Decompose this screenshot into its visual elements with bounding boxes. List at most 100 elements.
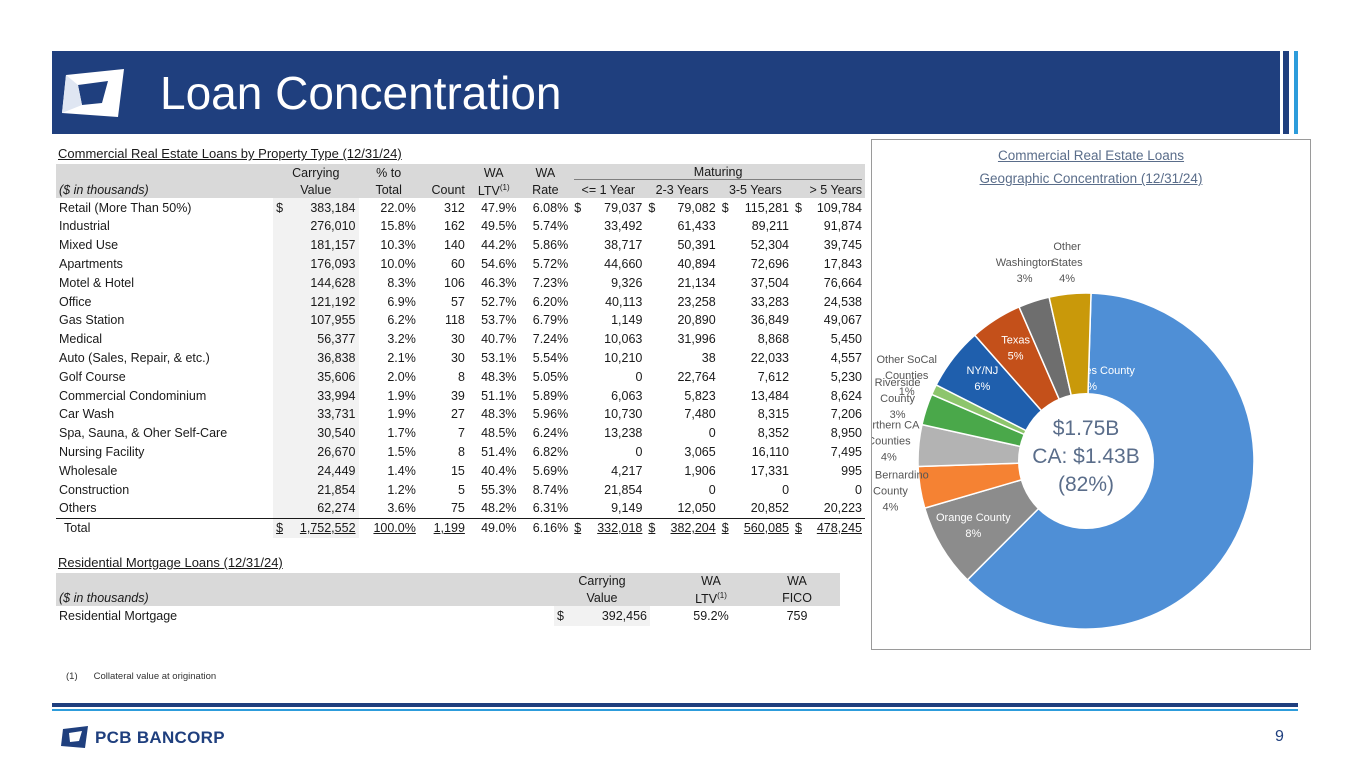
- cell-value: 0: [782, 482, 790, 497]
- cell-value: 17,331: [750, 463, 790, 478]
- cell-value: 44.2%: [481, 238, 517, 253]
- cell-value: 181,157: [273, 235, 359, 255]
- cell-value: 21,134: [677, 275, 716, 290]
- cell-value: 12,050: [677, 501, 716, 516]
- table-row: Car Wash 33,731 1.9% 27 48.3% 5.96% 10,730 7,48…: [56, 404, 865, 424]
- cell-value: 5.86%: [532, 238, 569, 253]
- cell-value: 52.7%: [481, 294, 517, 309]
- cell-value: 40.7%: [481, 332, 517, 347]
- cell-value: 27: [450, 407, 465, 422]
- cell-value: 2.0%: [387, 369, 416, 384]
- res-col-waltv-2: LTV(1): [668, 589, 754, 607]
- cell-value: 107,955: [273, 310, 359, 330]
- cell-value: 1.7%: [387, 426, 416, 441]
- total-row: Total $1,752,552 100.0% 1,199 49.0% 6.16% $332…: [56, 517, 865, 538]
- cell-value: 5,450: [830, 332, 862, 347]
- cell-value: 39,745: [823, 238, 862, 253]
- cell-value: 8,950: [830, 426, 862, 441]
- cell-value: 382,204: [670, 521, 716, 536]
- cell-value: 5,823: [684, 388, 716, 403]
- cell-value: 56,377: [273, 329, 359, 349]
- cell-value: 6.24%: [532, 426, 569, 441]
- cell-value: 6.31%: [532, 501, 569, 516]
- cell-value: 5,230: [830, 369, 862, 384]
- cell-value: 7,480: [684, 407, 716, 422]
- cell-value: 115,281: [744, 200, 790, 215]
- cell-value: 3.2%: [387, 332, 416, 347]
- pcb-logo-icon: [62, 69, 124, 117]
- cell-value: 13,484: [750, 388, 790, 403]
- cell-value: 44,660: [604, 256, 643, 271]
- row-label: Mixed Use: [59, 238, 119, 253]
- cell-value: 5.74%: [532, 219, 569, 234]
- cell-value: 121,192: [273, 292, 359, 311]
- cell-value: 10,730: [604, 407, 643, 422]
- cell-value: 7,612: [757, 369, 790, 384]
- cell-value: 40.4%: [481, 463, 517, 478]
- cell-value: 15.8%: [380, 219, 416, 234]
- cell-value: 7: [457, 426, 465, 441]
- cell-value: 51.1%: [481, 388, 517, 403]
- cell-value: 38,717: [604, 238, 643, 253]
- cell-value: 46.3%: [481, 275, 517, 290]
- footer-line: [52, 703, 1298, 707]
- res-col-carrying: Carrying: [554, 573, 650, 589]
- cell-value: 54.6%: [481, 256, 517, 271]
- table-row: Gas Station 107,955 6.2% 118 53.7% 6.79% 1,149…: [56, 310, 865, 330]
- cell-value: 30: [450, 350, 465, 365]
- table-row: Commercial Condominium 33,994 1.9% 39 51.1% 5…: [56, 386, 865, 405]
- cell-value: 6.82%: [532, 444, 569, 459]
- cell-value: 24,538: [823, 294, 862, 309]
- cell-value: 478,245: [816, 521, 862, 536]
- col-carrying-2: Value: [273, 181, 359, 199]
- table-row: Industrial 276,010 15.8% 162 49.5% 5.74% 33,49…: [56, 216, 865, 236]
- col-count: Count: [418, 181, 468, 199]
- cell-value: 1,906: [684, 463, 716, 478]
- cell-value: 0: [635, 444, 643, 459]
- cell-value: 52,304: [750, 238, 790, 253]
- cell-value: 10,063: [604, 332, 643, 347]
- cell-value: 995: [841, 463, 862, 478]
- cell-value: 276,010: [273, 216, 359, 236]
- cell-value: 7.23%: [532, 275, 569, 290]
- cell-value: 140: [444, 238, 465, 253]
- cell-value: 6.08%: [532, 200, 569, 215]
- cell-value: 72,696: [750, 256, 790, 271]
- res-col-fico: WA: [754, 573, 840, 589]
- cell-value: 8,868: [757, 332, 790, 347]
- cell-value: 22,033: [750, 350, 790, 365]
- cell-value: 30: [450, 332, 465, 347]
- col-warate-2: Rate: [519, 181, 572, 199]
- cell-value: 8.74%: [532, 482, 569, 497]
- pie-center-text: (82%): [1058, 473, 1114, 496]
- pie-label: Texas 5%: [1001, 334, 1030, 362]
- cell-value: 6.16%: [519, 517, 572, 538]
- cell-value: 49,067: [823, 313, 862, 328]
- cell-value: 10.3%: [380, 238, 416, 253]
- title-banner: Loan Concentration: [52, 51, 1280, 134]
- pie-center-text: CA: $1.43B: [1032, 445, 1139, 468]
- cell-value: 57: [450, 294, 465, 309]
- cell-value: 21,854: [604, 482, 643, 497]
- cell-value: 176,093: [273, 254, 359, 274]
- cell-value: 1.9%: [387, 388, 416, 403]
- table-row: Construction 21,854 1.2% 5 55.3% 8.74% 21,854 0…: [56, 480, 865, 499]
- cell-value: 17,843: [823, 256, 862, 271]
- col-m3: 3-5 Years: [718, 181, 793, 199]
- cell-value: 8.3%: [387, 275, 416, 290]
- row-label: Gas Station: [59, 313, 125, 328]
- cell-value: 312: [444, 200, 465, 215]
- col-m4: > 5 Years: [792, 181, 865, 199]
- table-row: Apartments 176,093 10.0% 60 54.6% 5.72% 44,660…: [56, 254, 865, 274]
- cell-value: 23,258: [677, 294, 716, 309]
- cell-value: 30,540: [273, 423, 359, 443]
- cell-value: 1.5%: [387, 444, 416, 459]
- cell-value: 0: [855, 482, 862, 497]
- cell-value: 2.1%: [387, 350, 416, 365]
- cell-value: 39: [450, 388, 465, 403]
- pie-center: [1018, 393, 1154, 529]
- cell-value: 0: [708, 482, 716, 497]
- row-label: Total: [56, 517, 274, 538]
- cell-value: 560,085: [743, 521, 790, 536]
- res-row-label: Residential Mortgage: [59, 609, 178, 624]
